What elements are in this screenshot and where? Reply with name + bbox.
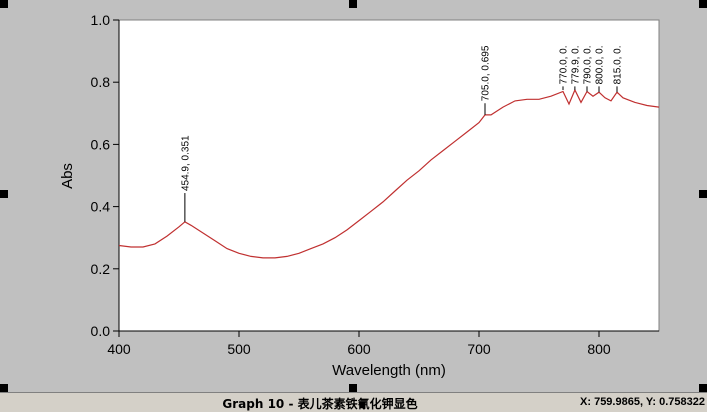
y-tick-label: 0.6 [91, 136, 111, 152]
peak-label: 779.9, 0. [570, 45, 581, 84]
annotation-layer: 454.9, 0.351 705.0, 0.695 770.0, 0. 779.9, … [180, 45, 624, 222]
plot-area[interactable] [119, 20, 659, 331]
peak-label: 800.0, 0. [595, 45, 606, 84]
y-tick-label: 1.0 [91, 12, 111, 28]
status-bar: Graph 10 - 表儿茶素铁氰化钾显色 X: 759.9865, Y: 0.… [0, 392, 707, 412]
series-line[interactable] [118, 88, 660, 259]
y-axis-label: Abs [59, 163, 76, 189]
x-tick-label: 400 [107, 341, 131, 357]
peak-label: 454.9, 0.351 [180, 135, 191, 191]
resize-handle-top-left[interactable] [0, 0, 8, 8]
series-layer [118, 88, 660, 259]
resize-handle-middle-left[interactable] [0, 190, 8, 198]
resize-handle-middle-right[interactable] [699, 190, 707, 198]
x-tick-label: 500 [227, 341, 251, 357]
x-tick-label: 700 [467, 341, 491, 357]
x-tick-label: 600 [347, 341, 371, 357]
graph-caption: Graph 10 - 表儿茶素铁氰化钾显色 [222, 397, 418, 411]
peak-label: 770.0, 0. [559, 45, 570, 84]
y-tick-label: 0.2 [91, 261, 111, 277]
resize-handle-top-center[interactable] [349, 0, 357, 8]
peak-label: 790.0, 0. [583, 45, 594, 84]
y-tick-label: 0.0 [91, 323, 111, 339]
graph-panel: 0.0 0.2 0.4 0.6 0.8 1.0 400 500 600 700 800 454.9… [6, 6, 702, 390]
resize-handle-bottom-center[interactable] [349, 384, 357, 392]
x-ticks: 400 500 600 700 800 [107, 331, 611, 357]
y-tick-label: 0.4 [91, 199, 111, 215]
cursor-readout: X: 759.9865, Y: 0.758322 [580, 396, 705, 408]
resize-handle-bottom-left[interactable] [0, 384, 8, 392]
resize-handle-top-right[interactable] [699, 0, 707, 8]
y-tick-label: 0.8 [91, 74, 111, 90]
peak-label: 815.0, 0. [613, 45, 624, 84]
absorbance-chart[interactable]: 0.0 0.2 0.4 0.6 0.8 1.0 400 500 600 700 800 454.9… [6, 6, 702, 390]
peak-label: 705.0, 0.695 [481, 45, 492, 101]
x-axis-label: Wavelength (nm) [332, 362, 446, 379]
resize-handle-bottom-right[interactable] [699, 384, 707, 392]
selection-handles [0, 0, 707, 392]
y-ticks: 0.0 0.2 0.4 0.6 0.8 1.0 [91, 12, 119, 339]
x-tick-label: 800 [587, 341, 611, 357]
